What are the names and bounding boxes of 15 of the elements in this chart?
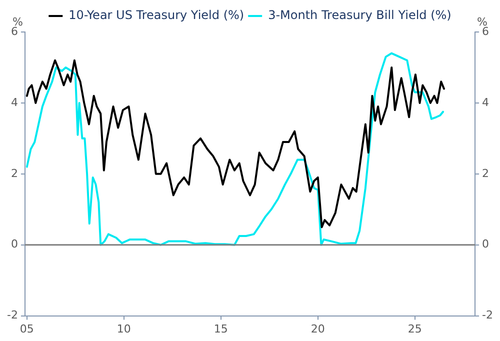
y2-tick-label: 2 [482,166,490,180]
y-tick-label: 2 [10,166,18,180]
x-tick-label: 25 [408,322,422,336]
y2-tick-label: 0 [482,238,490,251]
y-tick-label: 0 [10,238,18,251]
x-tick-label: 05 [20,322,34,336]
x-tick-label: 10 [116,322,131,336]
x-tick-label: 15 [214,322,228,336]
legend-label: 3-Month Treasury Bill Yield (%) [268,8,452,22]
y2-tick-label: 4 [482,96,490,109]
y2-tick-label: -2 [482,308,493,322]
x-tick-label: 20 [310,322,325,336]
legend-label: 10-Year US Treasury Yield (%) [68,8,244,22]
y-tick-label: -2 [7,308,18,322]
y-tick-label: 4 [10,96,18,109]
